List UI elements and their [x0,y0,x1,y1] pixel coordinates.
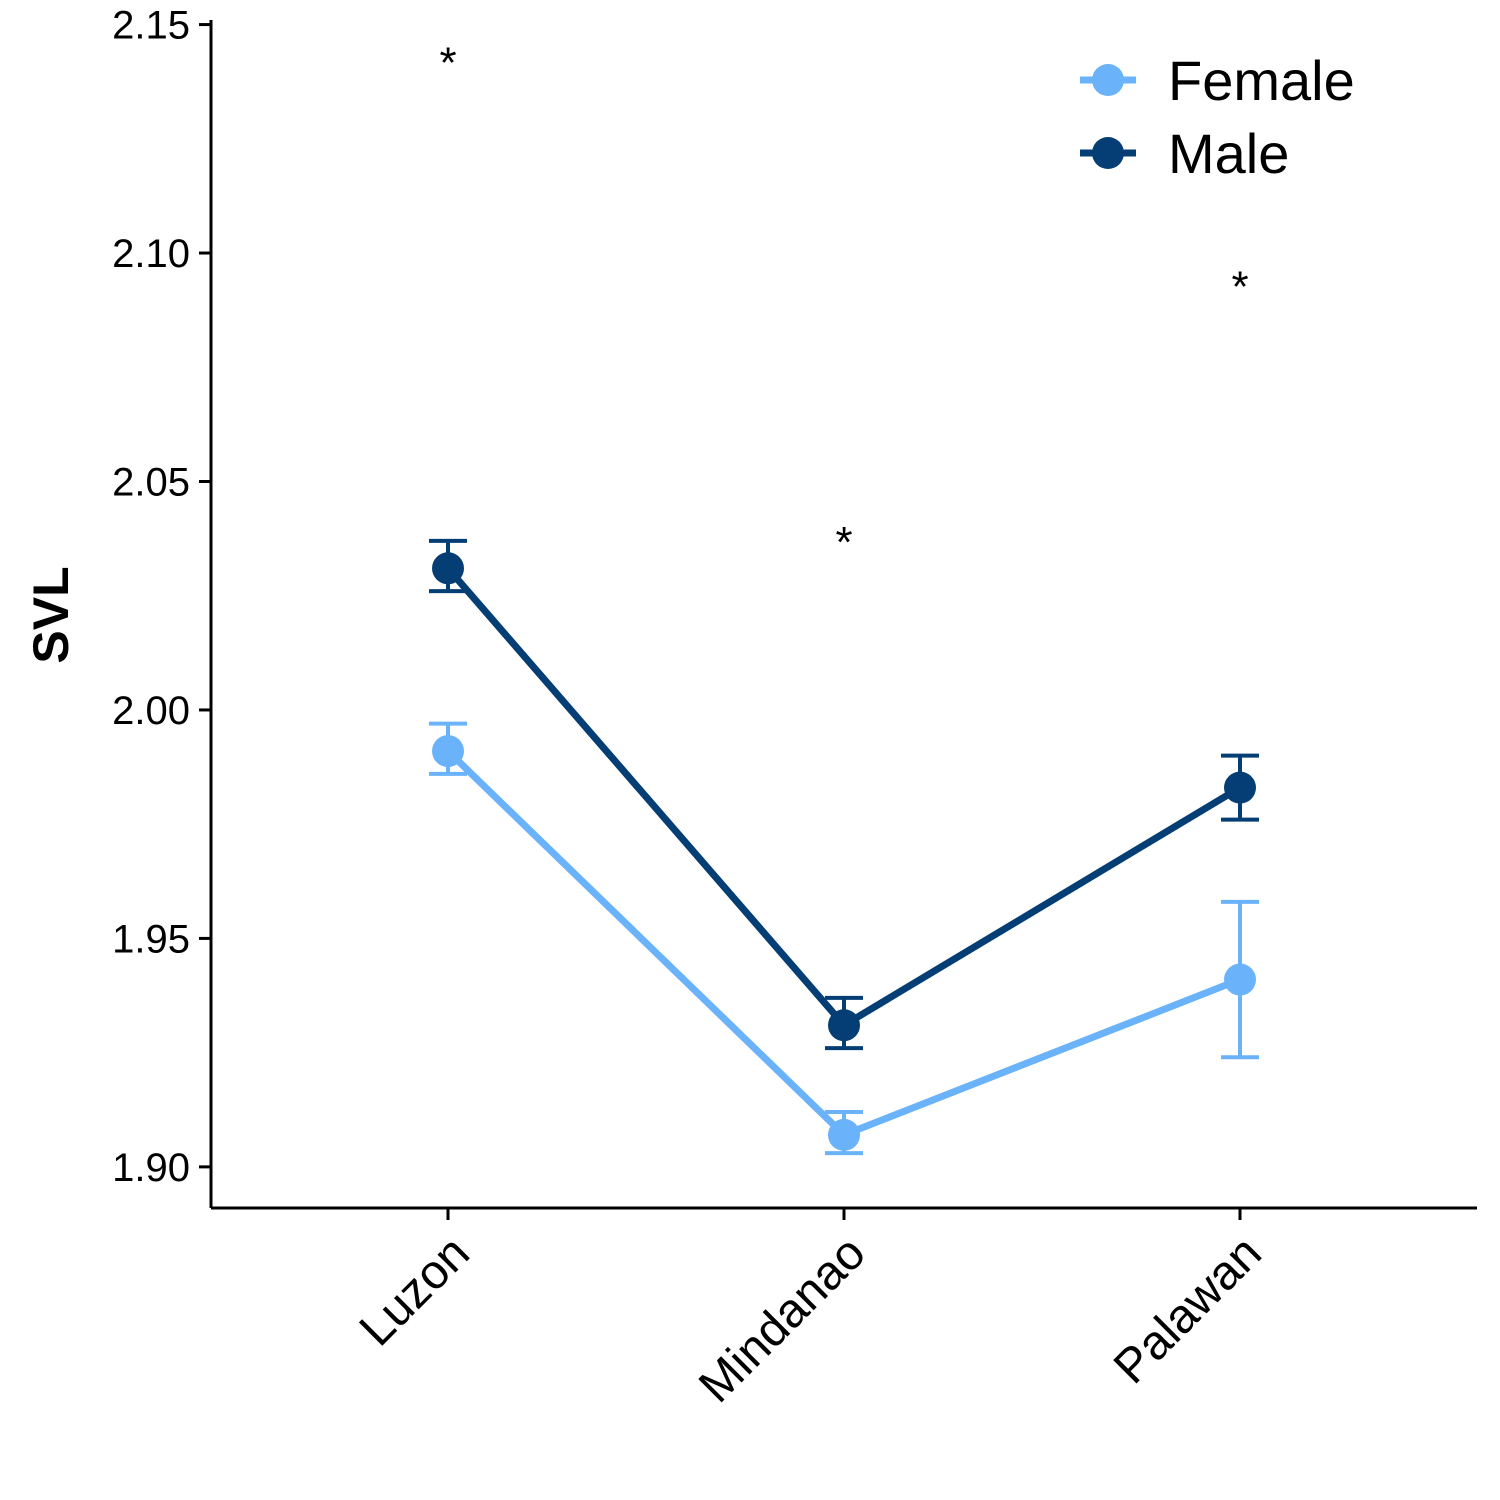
data-point-male [432,552,464,585]
y-tick-label: 2.10 [112,232,190,276]
significance-marker: * [439,38,456,87]
y-axis-ticks: 1.90 1.95 2.00 2.05 2.10 2.15 [112,4,211,1190]
legend-key-point [1092,137,1124,169]
legend-key-point [1092,64,1124,96]
y-tick-label: 2.15 [112,4,190,48]
x-tick-label: Luzon [350,1226,480,1356]
data-points [432,552,1256,1151]
data-point-male [1224,771,1256,804]
data-point-male [828,1009,860,1042]
x-axis-ticks: Luzon Mindanao Palawan [350,1208,1272,1413]
y-tick-label: 2.00 [112,689,190,733]
y-axis-title: SVL [23,566,79,663]
x-tick-label: Mindanao [689,1226,876,1413]
data-point-female [1224,963,1256,996]
legend-label-male: Male [1168,122,1289,185]
series-line-female [445,748,1242,1139]
data-point-female [432,735,464,768]
data-point-female [828,1118,860,1151]
significance-marker: * [1231,262,1248,311]
significance-marker: * [835,518,852,567]
x-tick-label: Palawan [1104,1226,1272,1394]
series-line-male [445,566,1242,1029]
y-tick-label: 1.95 [112,917,190,961]
legend-label-female: Female [1168,49,1355,112]
significance-annotations: * * * [439,38,1248,567]
legend: Female Male [1080,49,1355,185]
y-tick-label: 1.90 [112,1146,190,1190]
y-tick-label: 2.05 [112,460,190,504]
